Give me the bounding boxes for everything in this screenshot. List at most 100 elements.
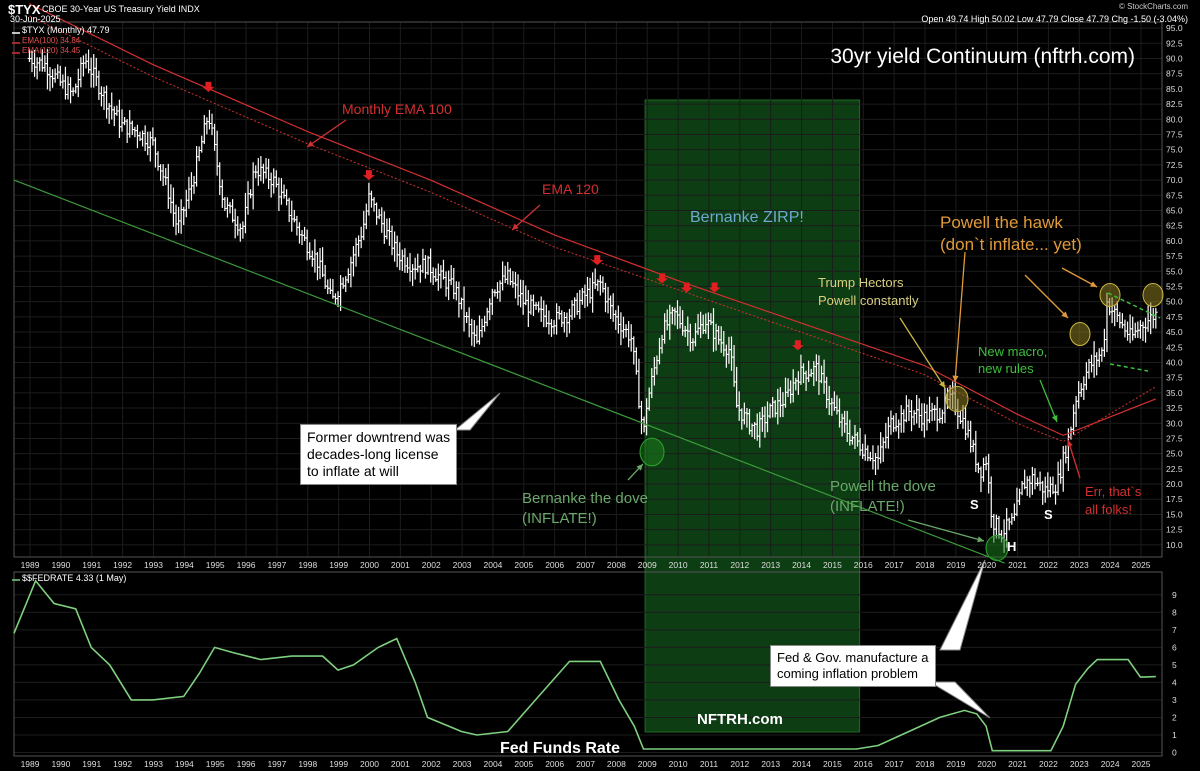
lower-xtick-label: 1998 xyxy=(298,759,317,769)
powell-dove-circle xyxy=(985,534,1009,562)
peak-arrow-icon xyxy=(708,282,721,293)
lower-ytick-label: 1 xyxy=(1172,730,1177,740)
lower-xtick-label: 2005 xyxy=(514,759,533,769)
lower-xtick-label: 2003 xyxy=(453,759,472,769)
trump-circle xyxy=(945,385,969,413)
upper-xtick-label: 2024 xyxy=(1101,560,1120,570)
err-arrow-shaft xyxy=(1067,439,1081,479)
header-date: 30-Jun-2025 xyxy=(10,14,61,24)
lower-xtick-label: 2013 xyxy=(761,759,780,769)
hawk-arrow-2-head-icon xyxy=(1061,311,1068,318)
chart-title: 30yr yield Continuum (nftrh.com) xyxy=(830,45,1135,68)
ema100-label: Monthly EMA 100 xyxy=(342,101,452,117)
lower-xtick-label: 2000 xyxy=(360,759,379,769)
upper-xtick-label: 2014 xyxy=(792,560,811,570)
upper-ytick-label: 42.5 xyxy=(1166,342,1183,352)
former-downtrend-pointer xyxy=(453,392,501,431)
lower-xtick-label: 2019 xyxy=(946,759,965,769)
upper-xtick-label: 2022 xyxy=(1039,560,1058,570)
upper-ytick-label: 55.0 xyxy=(1166,266,1183,276)
lower-xtick-label: 2024 xyxy=(1101,759,1120,769)
new-macro-arrow-shaft xyxy=(1039,379,1058,423)
upper-ytick-label: 77.5 xyxy=(1166,129,1183,139)
err-arrow-head-icon xyxy=(1066,440,1073,447)
lower-ytick-label: 6 xyxy=(1172,642,1177,652)
upper-xtick-label: 2003 xyxy=(453,560,472,570)
upper-ytick-label: 95.0 xyxy=(1166,23,1183,33)
upper-ytick-label: 90.0 xyxy=(1166,53,1183,63)
upper-ytick-label: 60.0 xyxy=(1166,236,1183,246)
hawk-arrow-3-shaft xyxy=(1061,267,1098,288)
upper-ytick-label: 45.0 xyxy=(1166,327,1183,337)
bernanke-dove-label: Bernanke the dove xyxy=(522,490,648,507)
upper-xtick-label: 2018 xyxy=(916,560,935,570)
upper-xtick-label: 2010 xyxy=(669,560,688,570)
former-downtrend-line-3: to inflate at will xyxy=(307,463,399,479)
fed-funds-label: Fed Funds Rate xyxy=(500,740,620,757)
upper-xtick-label: 2000 xyxy=(360,560,379,570)
lower-xtick-label: 1992 xyxy=(113,759,132,769)
lower-xtick-label: 1989 xyxy=(21,759,40,769)
head-label: H xyxy=(1007,539,1016,554)
trump-label: Trump Hectors xyxy=(818,275,904,290)
upper-xtick-label: 2008 xyxy=(607,560,626,570)
ema120-arrow-head-icon xyxy=(512,223,519,230)
hawk-circle-2 xyxy=(1099,283,1121,307)
upper-ytick-label: 80.0 xyxy=(1166,114,1183,124)
lower-ytick-label: 4 xyxy=(1172,677,1177,687)
lower-xtick-label: 2022 xyxy=(1039,759,1058,769)
upper-xtick-label: 1993 xyxy=(144,560,163,570)
upper-xtick-label: 2013 xyxy=(761,560,780,570)
powell-dove-label: Powell the dove xyxy=(830,478,936,495)
bernanke-dove-circle xyxy=(639,437,665,467)
upper-ytick-label: 85.0 xyxy=(1166,84,1183,94)
former-downtrend-callout: Former downtrend was decades-long licens… xyxy=(300,424,458,485)
former-downtrend-line-1: Former downtrend was xyxy=(307,429,451,445)
lower-xtick-label: 1996 xyxy=(237,759,256,769)
zirp-label: Bernanke ZIRP! xyxy=(690,209,804,226)
trump-sublabel: Powell constantly xyxy=(818,293,919,308)
fed-gov-callout: Fed & Gov. manufacture a coming inflatio… xyxy=(770,645,936,687)
hawk-arrow-1-shaft xyxy=(954,251,966,383)
upper-ytick-label: 67.5 xyxy=(1166,190,1183,200)
upper-ytick-label: 37.5 xyxy=(1166,373,1183,383)
upper-ytick-label: 10.0 xyxy=(1166,540,1183,550)
lower-xtick-label: 2012 xyxy=(730,759,749,769)
upper-xtick-label: 1999 xyxy=(329,560,348,570)
bernanke-dove-sublabel: (INFLATE!) xyxy=(522,510,597,527)
upper-ytick-label: 62.5 xyxy=(1166,221,1183,231)
lower-xtick-label: 2007 xyxy=(576,759,595,769)
upper-xtick-label: 2007 xyxy=(576,560,595,570)
upper-ytick-label: 35.0 xyxy=(1166,388,1183,398)
upper-xtick-label: 1995 xyxy=(206,560,225,570)
former-downtrend-line xyxy=(13,179,1005,564)
powell-dove-sublabel: (INFLATE!) xyxy=(830,498,905,515)
upper-xtick-label: 2023 xyxy=(1070,560,1089,570)
lower-xtick-label: 2023 xyxy=(1070,759,1089,769)
ema120-line xyxy=(29,3,1157,437)
upper-xtick-label: 2019 xyxy=(946,560,965,570)
upper-xtick-label: 2002 xyxy=(422,560,441,570)
peak-arrow-icon xyxy=(656,273,669,284)
lower-ytick-label: 7 xyxy=(1172,625,1177,635)
former-downtrend-line-2: decades-long license xyxy=(307,446,439,462)
header-symbol: $TYX xyxy=(8,2,41,17)
lower-xtick-label: 2014 xyxy=(792,759,811,769)
ema120-label: EMA 120 xyxy=(542,181,599,197)
lower-xtick-label: 1997 xyxy=(267,759,286,769)
hawk-arrow-2-shaft xyxy=(1024,274,1069,319)
upper-ytick-label: 65.0 xyxy=(1166,205,1183,215)
upper-ytick-label: 27.5 xyxy=(1166,433,1183,443)
zirp-box xyxy=(644,99,861,733)
peak-arrow-icon xyxy=(362,170,375,181)
upper-ytick-label: 32.5 xyxy=(1166,403,1183,413)
upper-xtick-label: 2001 xyxy=(391,560,410,570)
lower-xtick-label: 1999 xyxy=(329,759,348,769)
header-name: CBOE 30-Year US Treasury Yield INDX xyxy=(42,4,200,14)
header-ohlc: Open 49.74 High 50.02 Low 47.79 Close 47… xyxy=(921,14,1188,24)
lower-xtick-label: 2015 xyxy=(823,759,842,769)
upper-xtick-label: 1994 xyxy=(175,560,194,570)
new-macro-arrow-head-icon xyxy=(1051,415,1058,422)
lower-xtick-label: 2008 xyxy=(607,759,626,769)
